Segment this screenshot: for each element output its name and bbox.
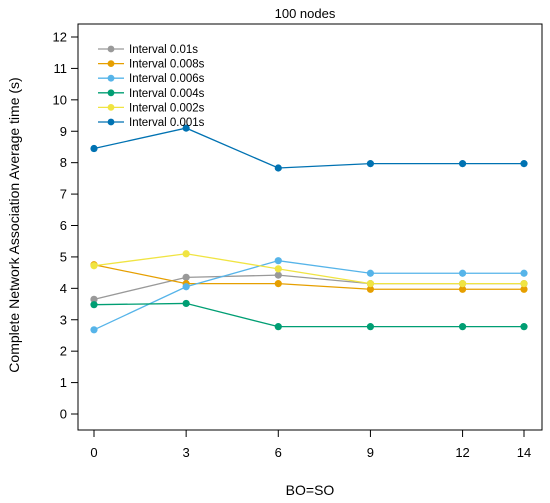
legend-label: Interval 0.004s (129, 88, 205, 100)
series-2 (90, 261, 528, 293)
data-point (458, 160, 467, 168)
legend-label: Interval 0.008s (129, 59, 205, 71)
legend-label: Interval 0.002s (129, 102, 205, 114)
x-tick-label: 0 (90, 445, 97, 460)
data-point (274, 257, 282, 265)
legend: Interval 0.01s Interval 0.008s Interval 0.… (98, 44, 205, 129)
legend-item: Interval 0.008s (98, 59, 205, 71)
y-tick-label: 1 (60, 375, 67, 390)
data-point (90, 295, 98, 303)
y-axis-title: Complete Network Association Average tim… (6, 77, 22, 372)
series-line (93, 264, 524, 290)
data-point (458, 285, 467, 293)
legend-item: Interval 0.004s (98, 88, 205, 100)
data-point (274, 280, 282, 288)
data-point (520, 285, 528, 293)
data-point (90, 326, 98, 334)
series-6 (90, 124, 528, 172)
data-point (458, 280, 467, 288)
series-line (93, 127, 524, 169)
data-point (366, 285, 375, 293)
data-point (274, 323, 282, 331)
series-line (93, 302, 524, 328)
y-tick-label: 6 (60, 218, 67, 233)
data-point (182, 299, 190, 308)
x-tick-label: 12 (455, 445, 469, 460)
data-point (182, 283, 190, 291)
legend-swatch-marker (107, 74, 115, 82)
data-point (520, 269, 528, 277)
x-axis: 0 3 6 9 12 14 (90, 429, 531, 460)
data-point (458, 323, 467, 331)
data-point (90, 144, 98, 153)
series-layer (90, 124, 528, 334)
legend-swatch-marker (107, 89, 115, 97)
series-line (93, 260, 524, 331)
data-point (520, 323, 528, 331)
y-tick-label: 11 (54, 61, 68, 76)
y-tick-label: 8 (60, 155, 67, 170)
legend-label: Interval 0.001s (129, 117, 205, 129)
data-point (90, 262, 98, 270)
y-tick-label: 7 (60, 187, 67, 202)
legend-swatch-marker (107, 45, 115, 53)
x-tick-label: 9 (367, 445, 374, 460)
data-point (182, 250, 190, 258)
chart-title: 100 nodes (275, 6, 336, 21)
data-point (366, 160, 375, 168)
legend-swatch-marker (107, 118, 115, 126)
data-point (182, 124, 190, 132)
x-tick-label: 14 (517, 445, 531, 460)
legend-item: Interval 0.006s (98, 73, 205, 85)
x-axis-title: BO=SO (286, 482, 335, 498)
data-point (182, 273, 190, 281)
y-tick-label: 4 (60, 281, 67, 296)
legend-swatch-marker (107, 104, 115, 111)
legend-label: Interval 0.006s (129, 73, 205, 85)
legend-label: Interval 0.01s (129, 44, 198, 56)
y-tick-label: 10 (53, 92, 67, 107)
y-tick-label: 5 (60, 249, 67, 264)
series-line (93, 274, 524, 300)
y-tick-label: 3 (60, 312, 67, 327)
series-4 (90, 299, 528, 331)
data-point (274, 164, 282, 172)
data-point (90, 301, 98, 309)
data-point (458, 269, 467, 277)
data-point (366, 280, 375, 288)
data-point (274, 265, 282, 273)
data-point (520, 280, 528, 288)
legend-item: Interval 0.002s (98, 102, 205, 114)
legend-item: Interval 0.01s (98, 44, 198, 56)
data-point (366, 323, 375, 331)
y-tick-label: 12 (53, 30, 67, 45)
legend-swatch-marker (107, 60, 115, 67)
x-tick-label: 3 (183, 445, 190, 460)
data-point (274, 271, 282, 279)
y-tick-label: 0 (60, 407, 67, 422)
y-tick-label: 2 (60, 344, 67, 359)
data-point (366, 269, 375, 277)
series-line (93, 253, 524, 285)
legend-item: Interval 0.001s (98, 117, 205, 129)
series-3 (90, 257, 528, 334)
x-tick-label: 6 (275, 445, 282, 460)
series-5 (90, 250, 528, 288)
data-point (520, 160, 528, 168)
y-tick-label: 9 (60, 124, 67, 139)
